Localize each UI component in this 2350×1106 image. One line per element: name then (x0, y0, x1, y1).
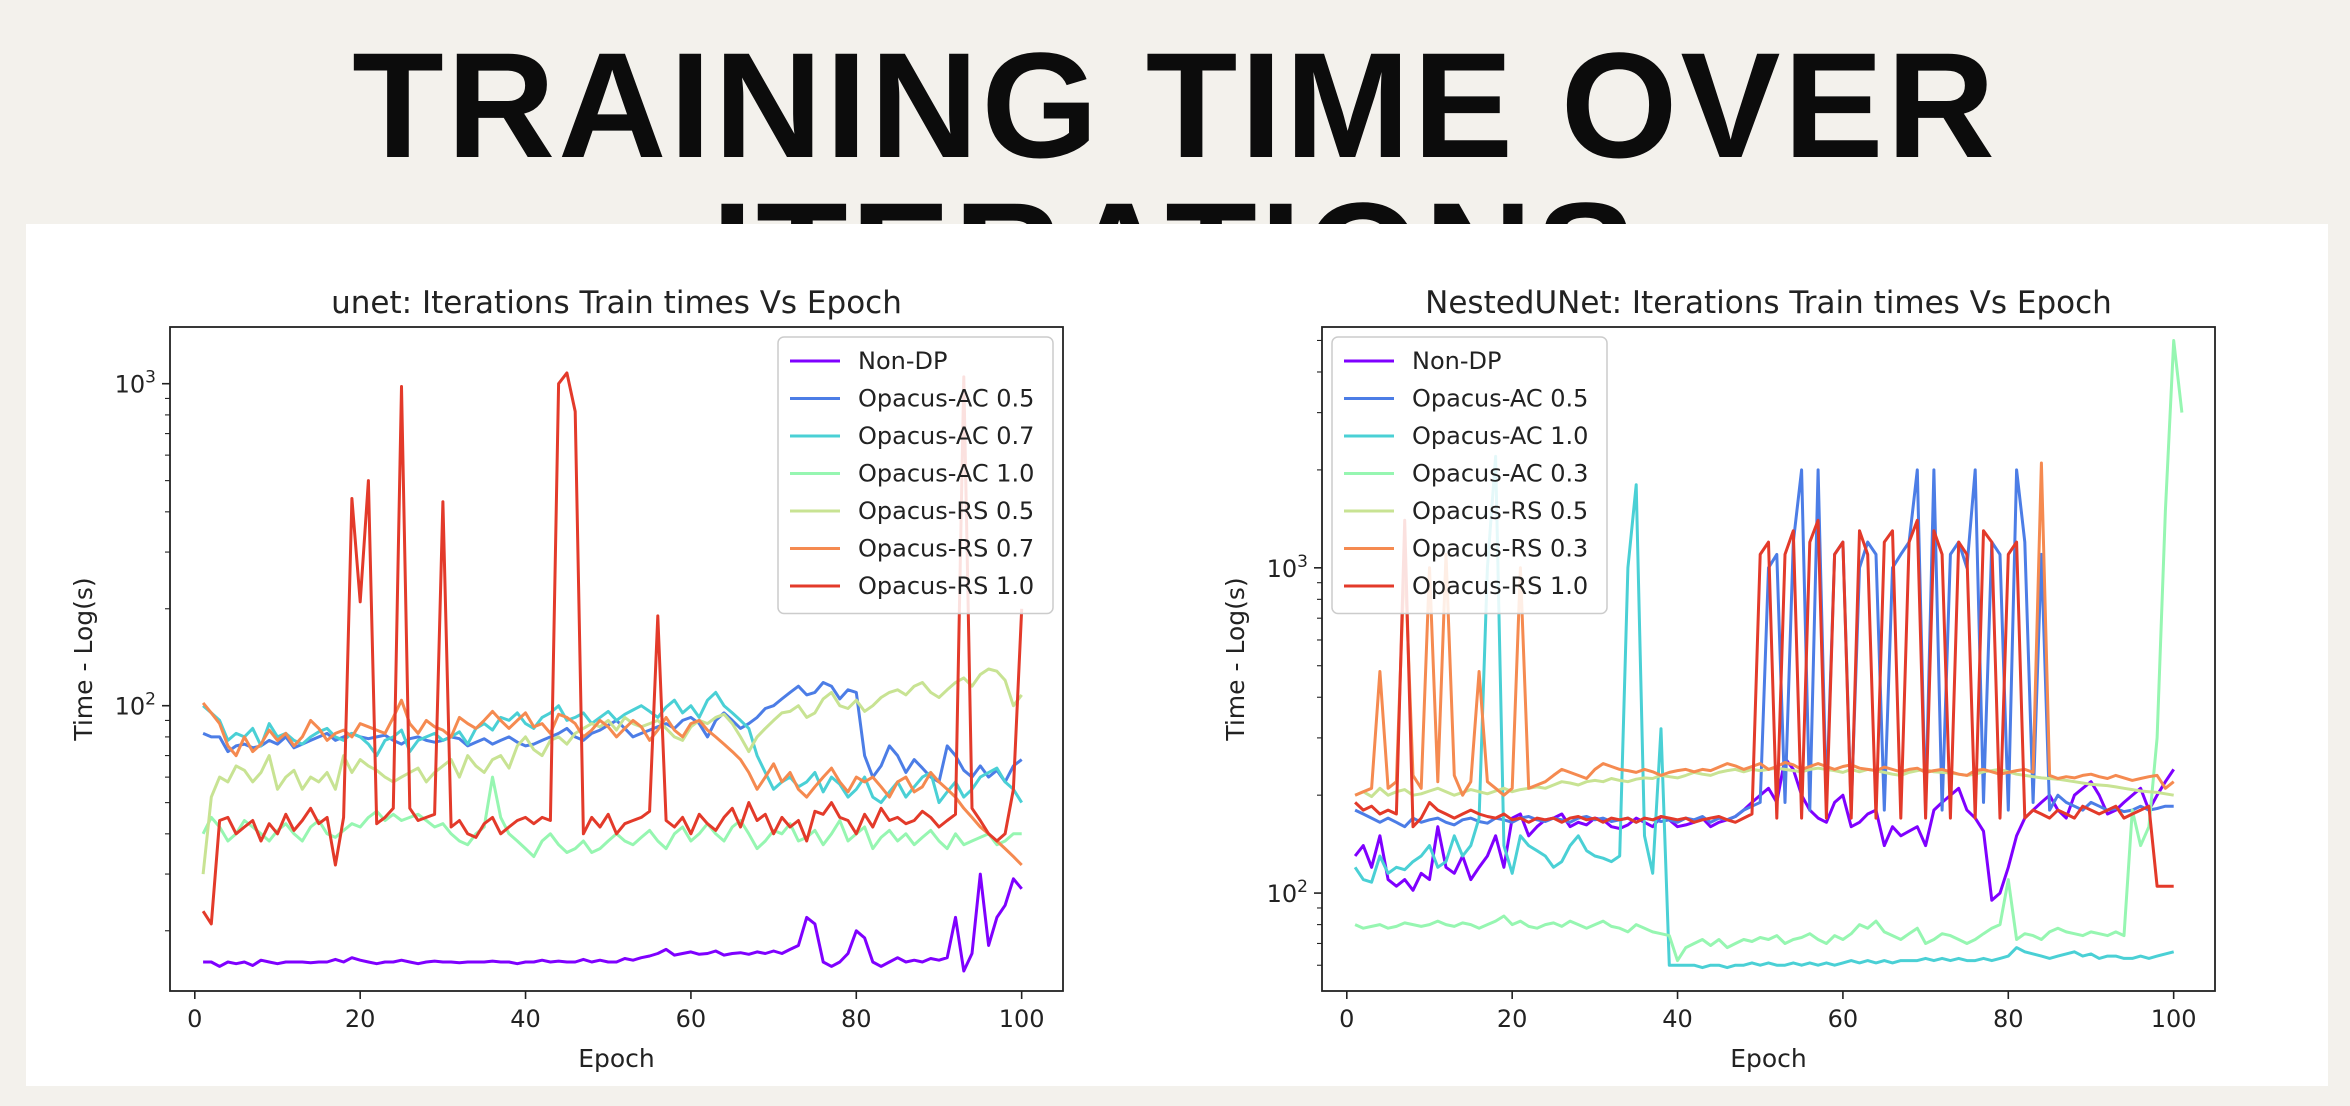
y-tick-label: 102 (1267, 877, 1308, 908)
series-line-opacus-ac-0-7 (202, 690, 1023, 805)
legend-label: Opacus-RS 0.5 (1412, 497, 1588, 525)
y-tick-label: 102 (115, 690, 156, 721)
legend-label: Opacus-RS 0.3 (1412, 535, 1588, 563)
series-line-opacus-rs-0-7 (201, 698, 1023, 867)
legend: Non-DP Opacus-AC 0.5 Opacus-AC 1.0 Opacus-A… (1331, 336, 1608, 615)
x-tick-label: 20 (1497, 1005, 1528, 1033)
legend: Non-DP Opacus-AC 0.5 Opacus-AC 0.7 Opacus-A… (777, 336, 1054, 615)
legend-label: Opacus-AC 0.7 (858, 422, 1034, 450)
plot-frame (169, 326, 1064, 992)
series-line-opacus-rs-0-5 (1354, 766, 2174, 799)
x-tick-label: 60 (676, 1005, 707, 1033)
legend-label: Opacus-RS 0.5 (858, 497, 1034, 525)
y-tick-label: 103 (1267, 552, 1308, 583)
legend-label: Opacus-AC 0.5 (858, 385, 1034, 413)
legend-label: Opacus-AC 0.5 (1412, 385, 1588, 413)
x-tick-label: 40 (510, 1005, 541, 1033)
chart-title: unet: Iterations Train times Vs Epoch (331, 285, 902, 321)
x-tick-label: 40 (1662, 1005, 1693, 1033)
y-axis-label: Time - Log(s) (1221, 577, 1250, 741)
x-tick-label: 80 (841, 1005, 872, 1033)
legend-label: Opacus-RS 1.0 (858, 572, 1034, 600)
legend-label: Non-DP (858, 347, 947, 375)
x-tick-label: 100 (2151, 1005, 2197, 1033)
chart-1: unet: Iterations Train times Vs Epoch 0 20… (69, 285, 1064, 1073)
x-tick-label: 0 (1339, 1005, 1354, 1033)
series-line-non-dp (1353, 756, 2175, 902)
series-line-opacus-rs-0-3 (1354, 461, 2175, 797)
series-group (201, 371, 1024, 973)
x-tick-label: 80 (1993, 1005, 2024, 1033)
series-line-non-dp (203, 872, 1023, 973)
legend-label: Opacus-RS 1.0 (1412, 572, 1588, 600)
plot-frame (1321, 326, 2216, 992)
y-tick-label: 103 (115, 368, 156, 399)
chart-2: NestedUNet: Iterations Train times Vs Ep… (1221, 285, 2216, 1073)
charts-svg: unet: Iterations Train times Vs Epoch 0 20… (69, 285, 2216, 1073)
legend-label: Opacus-RS 0.7 (858, 535, 1034, 563)
chart-title: NestedUNet: Iterations Train times Vs Ep… (1425, 285, 2112, 321)
x-axis-label: Epoch (578, 1044, 655, 1073)
legend-label: Opacus-AC 1.0 (858, 460, 1034, 488)
x-axis-label: Epoch (1730, 1044, 1807, 1073)
legend-box (1331, 336, 1608, 615)
series-line-opacus-rs-1-0 (201, 371, 1024, 926)
y-axis-label: Time - Log(s) (69, 577, 98, 741)
series-line-opacus-rs-0-5 (201, 667, 1023, 875)
x-tick-label: 20 (345, 1005, 376, 1033)
legend-label: Non-DP (1412, 347, 1501, 375)
legend-label: Opacus-AC 1.0 (1412, 422, 1588, 450)
legend-label: Opacus-AC 0.3 (1412, 460, 1588, 488)
x-tick-label: 60 (1828, 1005, 1859, 1033)
series-line-opacus-ac-0-3 (1354, 339, 2184, 963)
x-tick-label: 100 (999, 1005, 1045, 1033)
series-line-opacus-ac-0-5 (1354, 468, 2174, 829)
series-line-opacus-rs-1-0 (1354, 518, 2174, 888)
x-tick-label: 0 (187, 1005, 202, 1033)
legend-box (777, 336, 1054, 615)
figure-panel: unet: Iterations Train times Vs Epoch 0 20… (26, 224, 2328, 1086)
